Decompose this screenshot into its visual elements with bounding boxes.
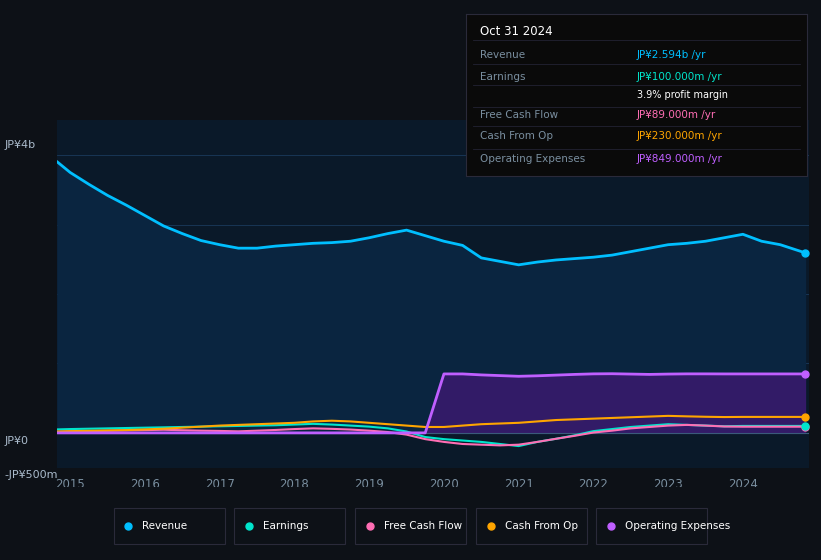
- Text: JP¥2.594b /yr: JP¥2.594b /yr: [637, 50, 706, 59]
- Text: Earnings: Earnings: [263, 521, 309, 531]
- Text: Free Cash Flow: Free Cash Flow: [384, 521, 462, 531]
- Text: JP¥230.000m /yr: JP¥230.000m /yr: [637, 131, 722, 141]
- Text: JP¥4b: JP¥4b: [4, 139, 35, 150]
- Text: JP¥0: JP¥0: [4, 436, 28, 446]
- Text: Operating Expenses: Operating Expenses: [480, 153, 585, 164]
- Text: JP¥849.000m /yr: JP¥849.000m /yr: [637, 153, 722, 164]
- Text: JP¥100.000m /yr: JP¥100.000m /yr: [637, 72, 722, 82]
- Text: Cash From Op: Cash From Op: [505, 521, 577, 531]
- Text: Earnings: Earnings: [480, 72, 525, 82]
- Text: Oct 31 2024: Oct 31 2024: [480, 25, 553, 39]
- Text: Free Cash Flow: Free Cash Flow: [480, 110, 558, 120]
- Text: 3.9% profit margin: 3.9% profit margin: [637, 90, 727, 100]
- Bar: [235, 507, 346, 544]
- Text: JP¥89.000m /yr: JP¥89.000m /yr: [637, 110, 716, 120]
- Bar: [113, 507, 224, 544]
- Bar: [355, 507, 466, 544]
- Bar: [597, 507, 708, 544]
- Text: Cash From Op: Cash From Op: [480, 131, 553, 141]
- Bar: [476, 507, 586, 544]
- Text: Operating Expenses: Operating Expenses: [626, 521, 731, 531]
- Text: Revenue: Revenue: [143, 521, 187, 531]
- Text: Revenue: Revenue: [480, 50, 525, 59]
- Text: -JP¥500m: -JP¥500m: [4, 470, 57, 480]
